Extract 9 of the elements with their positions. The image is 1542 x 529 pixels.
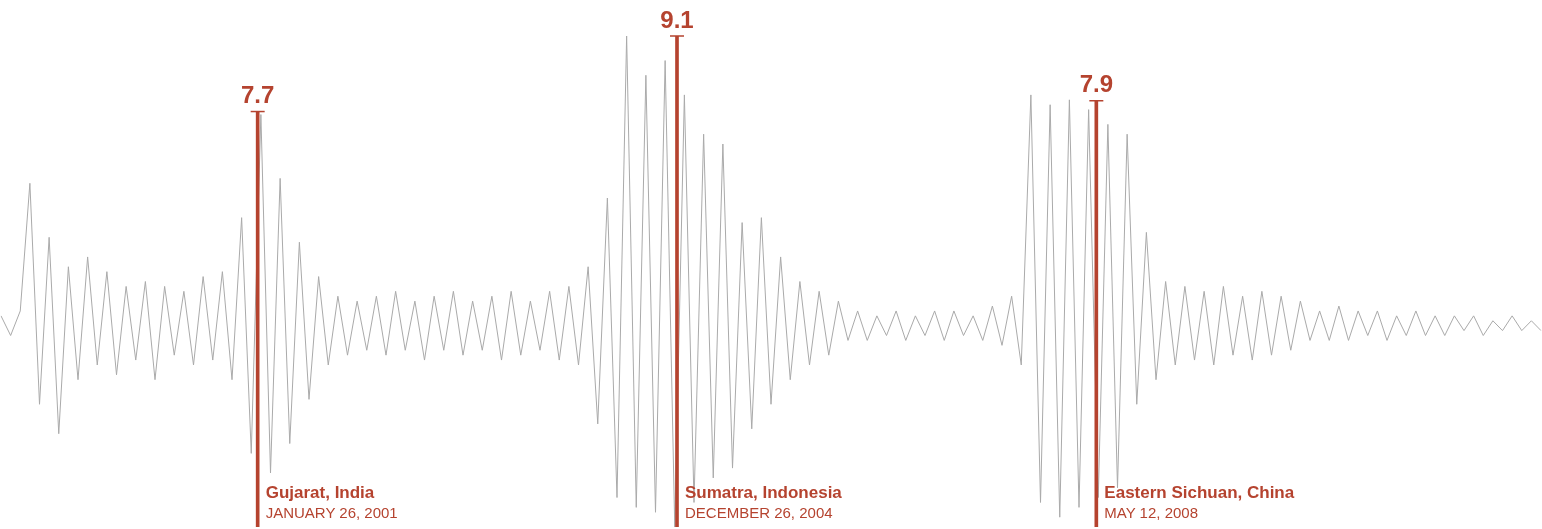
data-label: 7.7 [240,81,275,109]
annotation: Eastern Sichuan, China [1104,483,1295,502]
data-label: 9.1 [660,5,694,33]
annotation: DECEMBER 26, 2004 [685,504,833,521]
annotation: Gujarat, India [265,483,375,502]
data-label: 7.9 [1079,70,1114,98]
annotation: JANUARY 26, 2001 [265,504,398,521]
annotation: MAY 12, 2008 [1104,504,1199,521]
annotation: Sumatra, Indonesia [685,483,843,502]
